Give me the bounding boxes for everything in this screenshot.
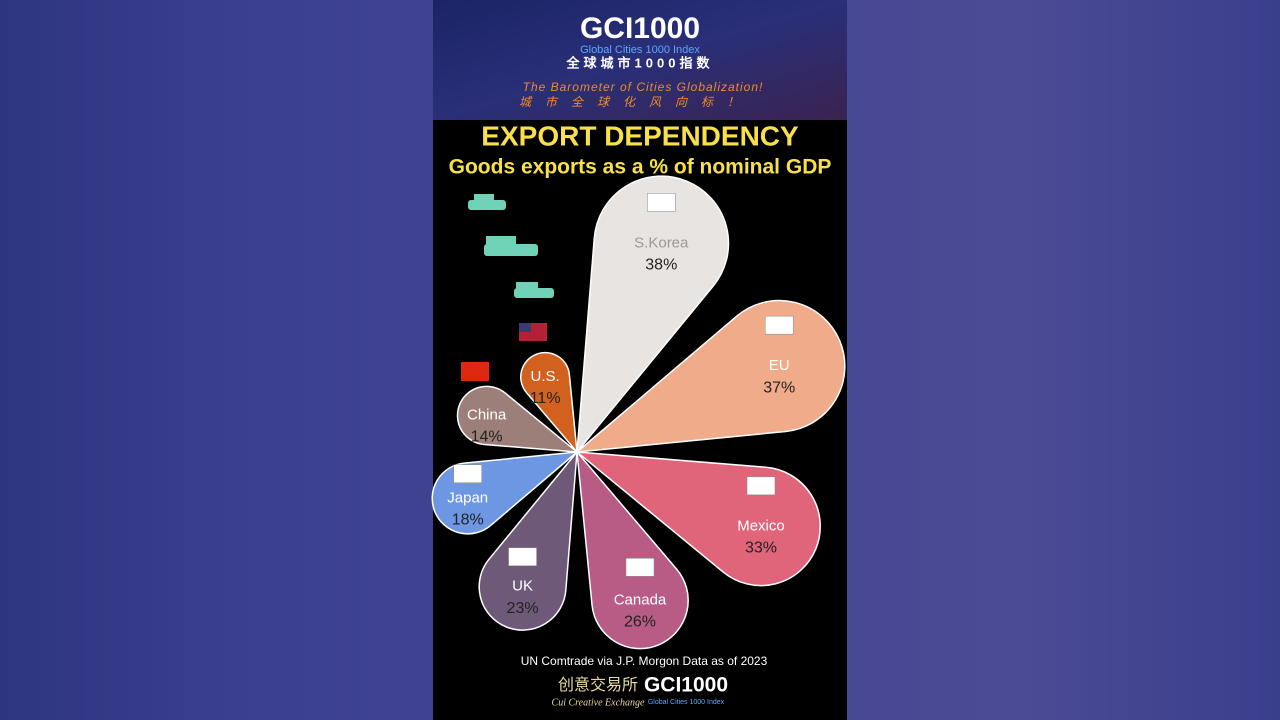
flag <box>764 315 794 335</box>
logo-subtitle: Global Cities 1000 Index <box>580 44 700 56</box>
value-label: 33% <box>745 540 777 557</box>
petal <box>576 175 730 455</box>
chart-title: EXPORT DEPENDENCY <box>481 120 799 151</box>
flag <box>647 193 676 212</box>
petal <box>520 351 578 455</box>
petal <box>574 299 846 453</box>
flag <box>625 558 655 577</box>
flag <box>508 547 537 567</box>
footer-logo: GCI1000 <box>644 674 728 697</box>
category-label: China <box>467 406 507 423</box>
logo: GCI1000 <box>580 12 700 45</box>
header-bg <box>433 0 847 120</box>
petal <box>576 449 689 650</box>
category-label: Mexico <box>737 517 785 534</box>
value-label: 38% <box>645 257 677 274</box>
footer-brand-english: Cui Creative Exchange <box>552 697 645 708</box>
value-label: 11% <box>530 390 561 407</box>
slogan: The Barometer of Cities Globalization! <box>523 80 764 94</box>
value-label: 18% <box>452 512 484 529</box>
category-label: S.Korea <box>634 234 689 251</box>
petal <box>456 385 580 453</box>
value-label: 23% <box>507 600 539 617</box>
category-label: Japan <box>447 489 488 506</box>
logo-chinese: 全球城市1000指数 <box>566 55 714 70</box>
value-label: 26% <box>624 614 656 631</box>
flag <box>746 476 776 496</box>
petal <box>478 449 578 631</box>
category-label: Canada <box>614 591 667 608</box>
footer-brand: 创意交易所 <box>558 675 638 694</box>
value-label: 14% <box>471 429 503 446</box>
footer-logo-subtitle: Global Cities 1000 Index <box>648 699 725 706</box>
ships <box>468 194 554 298</box>
flag <box>453 464 482 483</box>
value-label: 37% <box>763 379 795 396</box>
category-label: U.S. <box>531 368 560 385</box>
chart-subtitle: Goods exports as a % of nominal GDP <box>449 156 832 179</box>
slogan-chinese: 城市全球化风向标！ <box>519 95 753 109</box>
source: UN Comtrade via J.P. Morgon Data as of 2… <box>521 654 768 668</box>
flags <box>461 323 547 381</box>
category-label: UK <box>512 578 533 595</box>
category-label: EU <box>769 357 790 374</box>
